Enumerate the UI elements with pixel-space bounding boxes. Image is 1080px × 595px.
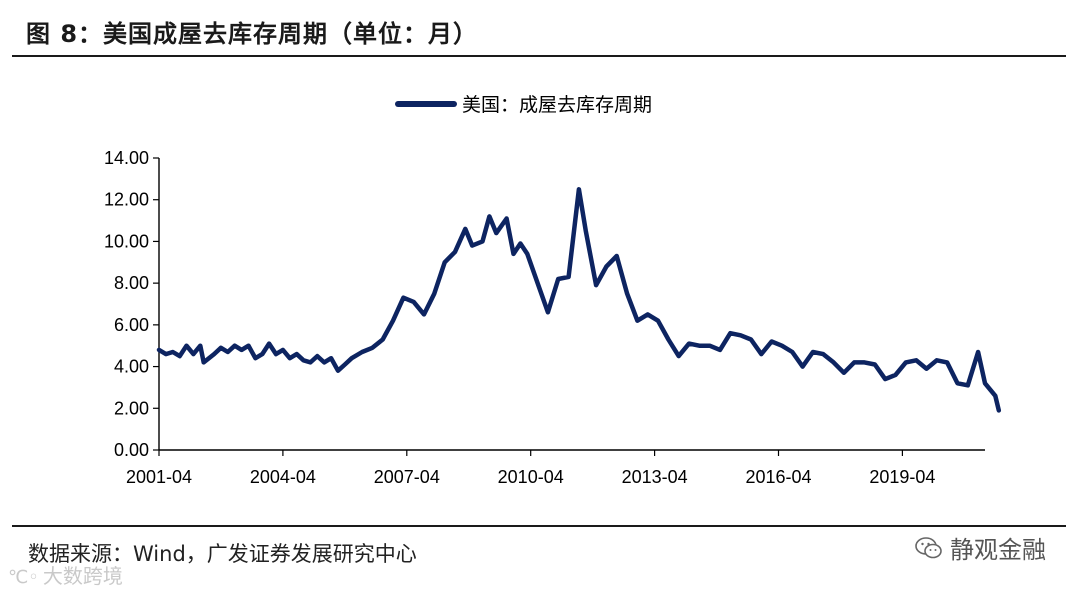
x-tick-label: 2001-04 [126, 467, 192, 487]
series-line [156, 187, 1002, 413]
y-tick-label: 2.00 [114, 398, 149, 418]
wechat-icon [915, 536, 942, 558]
y-tick-label: 6.00 [114, 315, 149, 335]
brand-logo-icon: ℃◦ [8, 567, 39, 588]
source-note: 数据来源：Wind，广发证券发展研究中心 [28, 542, 417, 566]
watermark-left-text: 大数跨境 [42, 564, 123, 588]
y-tick-label: 0.00 [114, 440, 149, 460]
legend-label: 美国：成屋去库存周期 [462, 94, 652, 116]
axes: 0.00 2.00 4.00 6.00 8.00 10.00 12.00 14.00 2001-… [104, 148, 985, 487]
x-tick-label: 2010-04 [498, 467, 564, 487]
watermark-left: ℃◦ 大数跨境 [8, 560, 123, 589]
line-chart: 美国：成屋去库存周期 0.00 2.00 4.00 6.00 8.00 10.00 12.0… [104, 94, 1002, 487]
x-tick-label: 2004-04 [250, 467, 316, 487]
x-tick-label: 2007-04 [374, 467, 440, 487]
top-rule [12, 55, 1066, 57]
figure-title: 图 8：美国成屋去库存周期（单位：月） [26, 20, 479, 48]
y-tick-label: 4.00 [114, 357, 149, 377]
y-tick-label: 12.00 [104, 190, 149, 210]
bottom-rule [12, 525, 1066, 527]
plot-area [156, 187, 1002, 413]
watermark-right: 静观金融 [914, 530, 1046, 565]
watermark-right-text: 静观金融 [950, 536, 1046, 564]
x-tick-label: 2016-04 [745, 467, 811, 487]
legend: 美国：成屋去库存周期 [395, 94, 652, 116]
y-tick-label: 10.00 [104, 231, 149, 251]
x-tick-label: 2019-04 [869, 467, 935, 487]
y-tick-label: 8.00 [114, 273, 149, 293]
x-tick-label: 2013-04 [622, 467, 688, 487]
y-tick-label: 14.00 [104, 148, 149, 168]
